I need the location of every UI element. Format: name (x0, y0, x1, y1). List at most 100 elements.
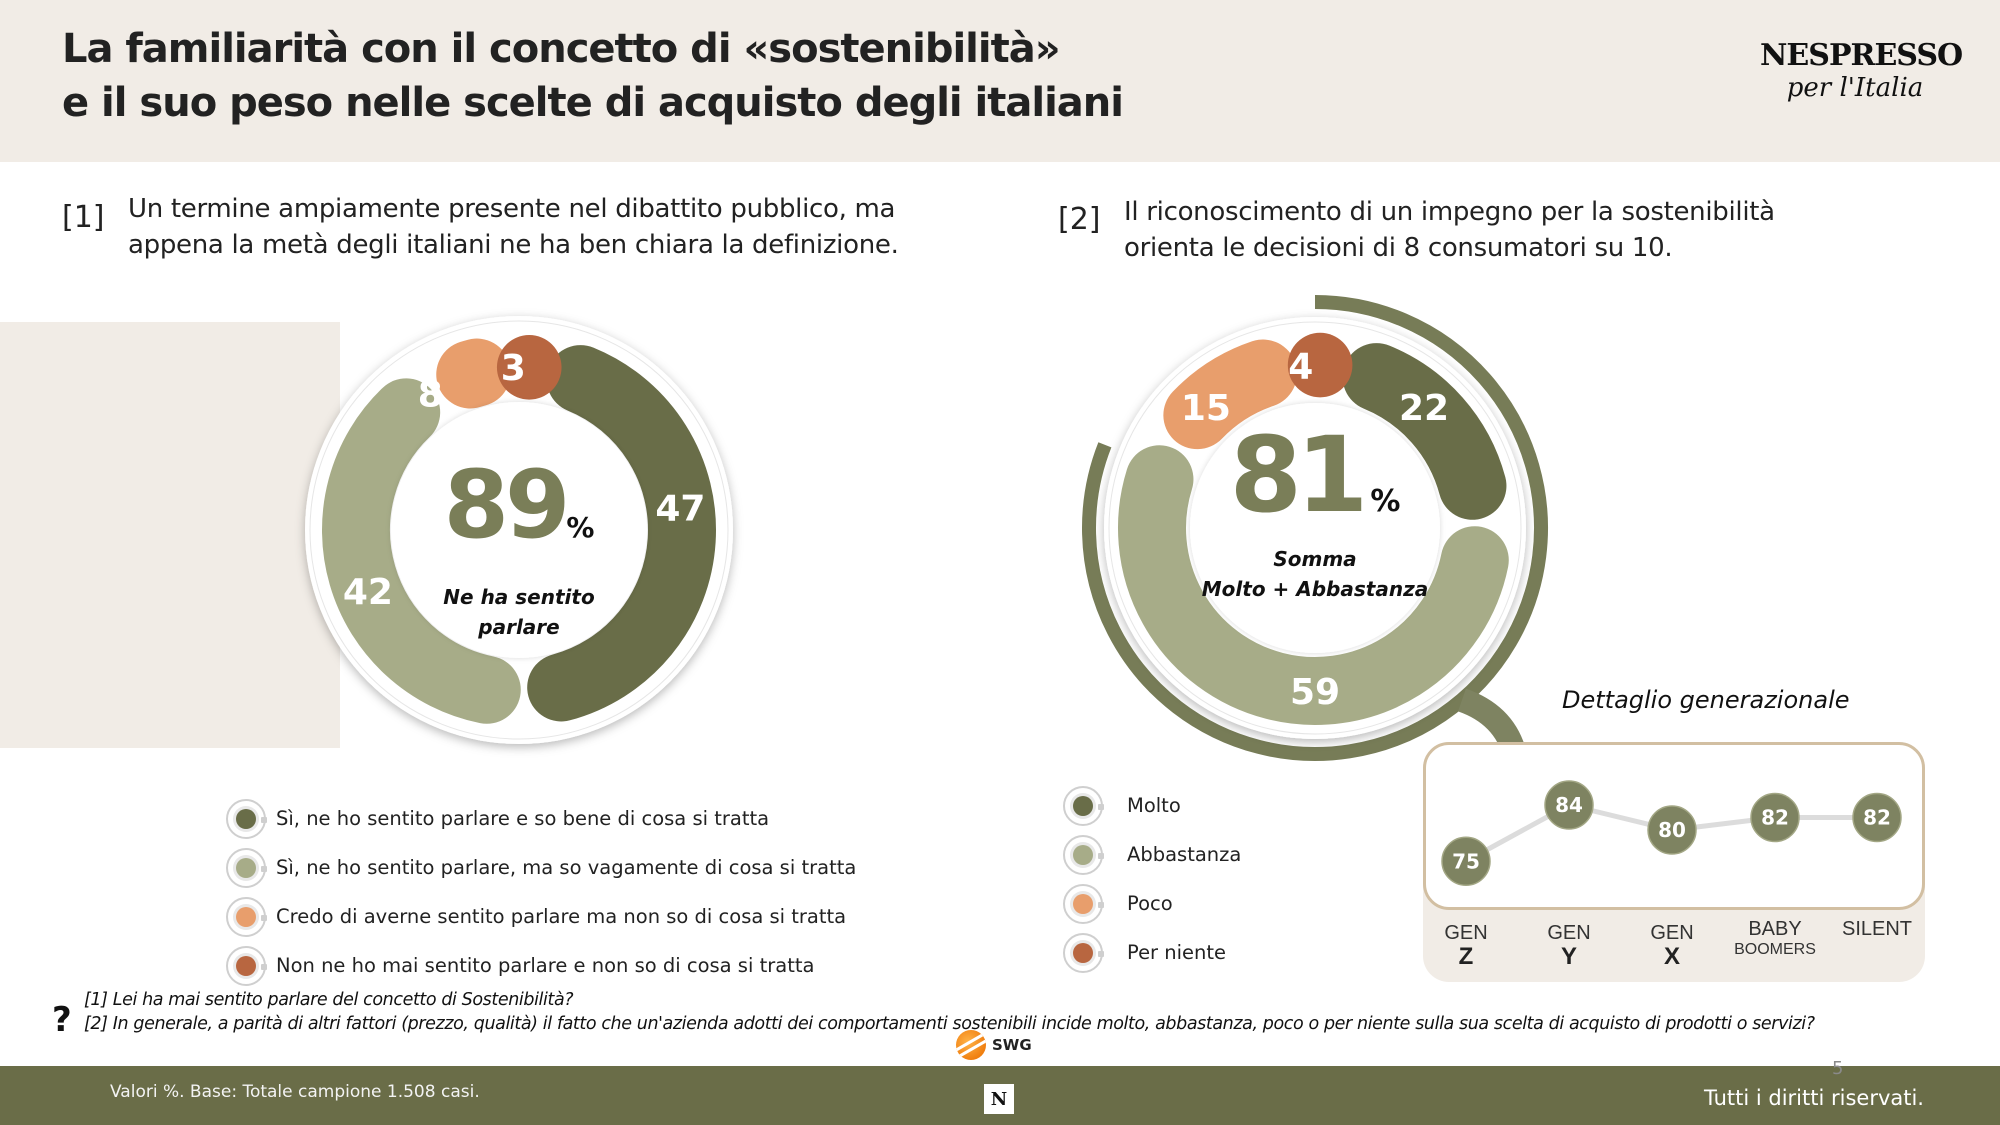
donut-slice (496, 335, 562, 400)
generational-detail-title: Dettaglio generazionale (1562, 686, 1850, 714)
legend-item: Per niente (1063, 928, 1241, 977)
gen-axis-label: GEN Z (1411, 922, 1521, 970)
legend-swatch-icon (1063, 883, 1104, 924)
legend-item: Molto (1063, 781, 1241, 830)
legend-item: Sì, ne ho sentito parlare e so bene di c… (226, 794, 856, 843)
page-title: La familiarità con il concetto di «soste… (62, 22, 1124, 130)
legend-label: Per niente (1127, 941, 1227, 964)
donut-1-center-value: 89 (443, 451, 571, 560)
gen-axis-label-top: SILENT (1841, 918, 1913, 940)
footer-rights: Tutti i diritti riservati. (1703, 1086, 1924, 1110)
title-line-1: La familiarità con il concetto di «soste… (62, 26, 1061, 72)
donut-2-caption-line-1: Somma (1273, 547, 1357, 571)
legend-swatch-icon (1063, 932, 1104, 973)
legend-label: Sì, ne ho sentito parlare e so bene di c… (276, 807, 770, 830)
donut-slice (1287, 332, 1353, 398)
gen-axis-label-bottom: Y (1560, 943, 1577, 970)
question-mark-icon: ? (52, 1000, 72, 1040)
gen-axis-label: SILENT (1822, 918, 1932, 940)
legend-label: Poco (1127, 892, 1173, 915)
legend-item: Poco (1063, 879, 1241, 928)
donut-slice-label: 4 (1288, 347, 1313, 388)
gen-axis-label-top: GEN (1547, 922, 1591, 944)
legend-swatch-icon (226, 798, 267, 839)
donut-slice (322, 378, 521, 724)
donut-slice (436, 338, 511, 409)
legend-label: Molto (1127, 794, 1181, 817)
donut-1-center: 89% (419, 456, 619, 556)
footer-base-note: Valori %. Base: Totale campione 1.508 ca… (110, 1082, 480, 1102)
section-2-line-2: orienta le decisioni di 8 consumatori su… (1124, 233, 1673, 263)
donut-chart-familiarity: 47 42 8 3 (305, 316, 733, 744)
legend-swatch-icon (226, 896, 267, 937)
footer-bar: Valori %. Base: Totale campione 1.508 ca… (0, 1066, 2000, 1125)
donut-outer-ring-line (309, 320, 729, 740)
section-2-label: [2] (1058, 202, 1101, 237)
section-2-text: Il riconoscimento di un impegno per la s… (1124, 194, 1775, 266)
gen-axis-label-bottom: Z (1458, 943, 1474, 970)
section-1-text: Un termine ampiamente presente nel dibat… (128, 191, 899, 263)
section-1-line-1: Un termine ampiamente presente nel dibat… (128, 194, 896, 224)
donut-slice-label: 8 (418, 374, 443, 415)
gen-axis-label-top: GEN (1444, 922, 1488, 944)
donut-1-caption-line-2: parlare (478, 615, 560, 639)
donut-inner-disc (1190, 403, 1440, 653)
donut-2-center-unit: % (1370, 484, 1401, 519)
legend-swatch-icon (1063, 785, 1104, 826)
donut-slice-label: 42 (343, 572, 393, 613)
header-band (0, 0, 2000, 162)
gen-axis-label: GEN X (1617, 922, 1727, 970)
legend-label: Abbastanza (1127, 843, 1242, 866)
legend-label: Credo di averne sentito parlare ma non s… (276, 905, 847, 928)
legend-item: Credo di averne sentito parlare ma non s… (226, 892, 856, 941)
donut-outer-ring-line (1108, 321, 1522, 735)
highlight-outer-arc (1082, 295, 1548, 761)
swg-logo: SWG (956, 1030, 1032, 1060)
donut-1-center-unit: % (566, 511, 595, 544)
donut-1-caption-line-1: Ne ha sentito (443, 585, 595, 609)
brand-name: NESPRESSO (1760, 38, 1963, 73)
nespresso-n-logo-icon: N (984, 1084, 1014, 1114)
nespresso-logo: NESPRESSO per l'Italia (1760, 38, 1963, 103)
section-2-line-1: Il riconoscimento di un impegno per la s… (1124, 197, 1775, 227)
question-2: [2] In generale, a parità di altri fatto… (84, 1014, 1815, 1034)
legend-swatch-icon (226, 945, 267, 986)
donut-slice (1118, 445, 1509, 726)
page-number: 5 (1832, 1058, 1844, 1079)
legend-label: Non ne ho mai sentito parlare e non so d… (276, 954, 815, 977)
donut-slice (527, 345, 716, 722)
legend-item: Non ne ho mai sentito parlare e non so d… (226, 941, 856, 990)
question-1: [1] Lei ha mai sentito parlare del conce… (84, 990, 574, 1010)
gen-axis-label: BABY BOOMERS (1720, 918, 1830, 960)
swg-logo-text: SWG (992, 1036, 1032, 1054)
gen-axis-label-top: GEN (1650, 922, 1694, 944)
donut-slice (1163, 339, 1298, 450)
section-1-label: [1] (62, 200, 105, 235)
legend-item: Abbastanza (1063, 830, 1241, 879)
generational-chart-box (1423, 742, 1925, 910)
donut-slice (1342, 343, 1507, 520)
donut-1-caption: Ne ha sentito parlare (419, 582, 619, 642)
legend-influence: Molto Abbastanza Poco Per niente (1063, 781, 1241, 977)
donut-slice-label: 22 (1399, 388, 1449, 429)
donut-slice-label: 47 (655, 488, 705, 529)
title-line-2: e il suo peso nelle scelte di acquisto d… (62, 80, 1124, 126)
donut-slice-label: 3 (501, 348, 526, 389)
donut-2-caption-line-2: Molto + Abbastanza (1201, 577, 1429, 601)
donut-chart-purchase-influence: 22 59 15 4 (1082, 295, 1548, 761)
legend-familiarity: Sì, ne ho sentito parlare e so bene di c… (226, 794, 856, 990)
legend-swatch-icon (1063, 834, 1104, 875)
gen-axis-label-bottom: BOOMERS (1734, 941, 1816, 958)
left-beige-panel (0, 322, 340, 748)
gen-axis-label: GEN Y (1514, 922, 1624, 970)
donut-slice-label: 15 (1181, 388, 1231, 429)
legend-label: Sì, ne ho sentito parlare, ma so vagamen… (276, 856, 857, 879)
donut-inner-disc (391, 402, 647, 658)
donut-2-center-value: 81 (1229, 414, 1369, 536)
brand-tagline: per l'Italia (1786, 73, 1924, 103)
legend-item: Sì, ne ho sentito parlare, ma so vagamen… (226, 843, 856, 892)
donut-2-caption: Somma Molto + Abbastanza (1175, 544, 1455, 604)
swg-globe-icon (956, 1030, 986, 1060)
section-1-line-2: appena la metà degli italiani ne ha ben … (128, 230, 899, 260)
